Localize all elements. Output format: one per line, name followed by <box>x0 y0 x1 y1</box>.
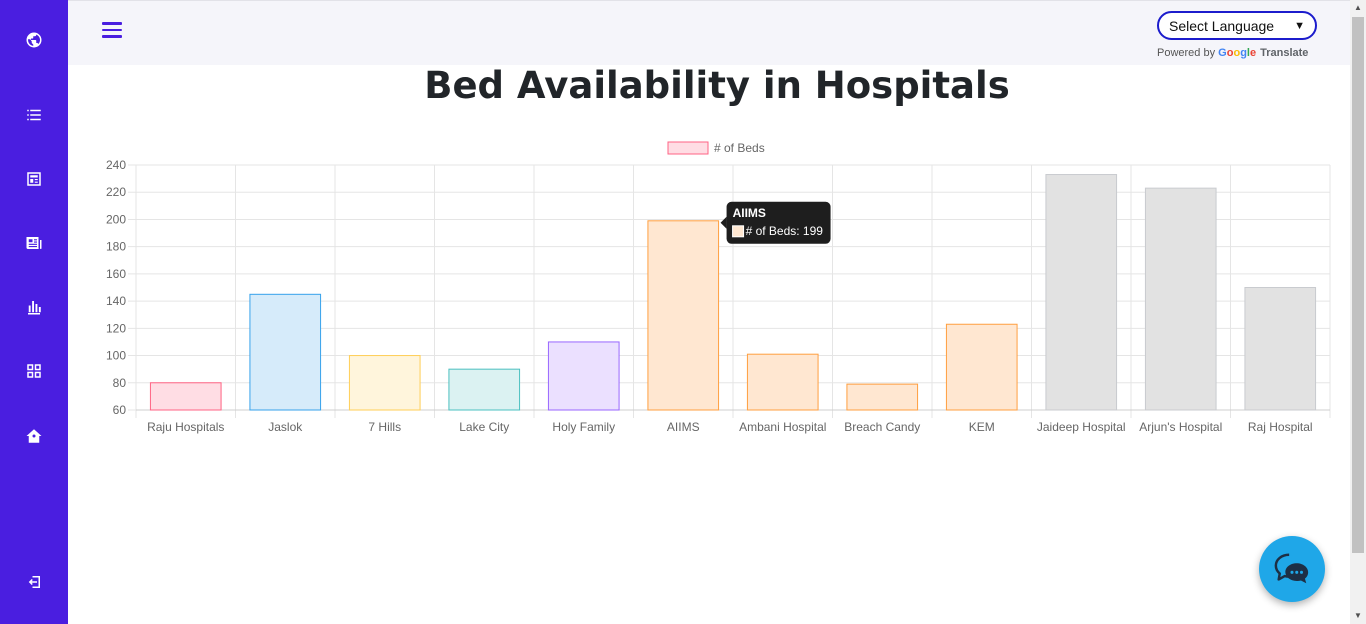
x-tick-label: Jaideep Hospital <box>1037 420 1126 434</box>
bar-kem <box>945 323 1018 411</box>
scroll-down-icon[interactable]: ▼ <box>1354 611 1362 620</box>
bar-lake-city <box>448 368 521 411</box>
x-tick-label: Raj Hospital <box>1248 420 1313 434</box>
bar-ambani-hospital <box>746 353 819 411</box>
google-translate-attribution: Powered by Google Translate <box>1157 47 1308 59</box>
x-tick-label: Ambani Hospital <box>739 420 826 434</box>
bed-availability-chart: # of Beds 60 80 100 120 140 160 180 200 220 240 Raj… <box>106 141 1331 434</box>
bar-raju-hospitals <box>149 382 222 411</box>
y-tick-label: 200 <box>106 212 126 226</box>
tooltip-title: AIIMS <box>733 206 766 220</box>
bar-raj-hospital <box>1244 287 1317 411</box>
tooltip-caret <box>720 216 727 229</box>
x-tick-label: Holy Family <box>552 420 615 434</box>
home-icon[interactable] <box>22 424 46 448</box>
x-tick-label: Jaslok <box>268 420 303 434</box>
page-title: Bed Availability in Hospitals <box>424 64 1010 107</box>
bar-aiims <box>647 220 720 411</box>
x-tick-label: Raju Hospitals <box>147 420 224 434</box>
bar-arjun-s-hospital <box>1144 187 1217 411</box>
bar-breach-candy <box>846 383 919 411</box>
scrollbar-thumb[interactable] <box>1352 17 1364 553</box>
y-tick-label: 240 <box>106 158 126 172</box>
list-icon[interactable] <box>22 103 46 127</box>
page-scrollbar[interactable]: ▲ ▼ <box>1350 0 1366 624</box>
menu-toggle-icon[interactable] <box>102 22 122 40</box>
tooltip-swatch <box>732 225 745 238</box>
chat-icon <box>1274 553 1309 584</box>
x-tick-label: AIIMS <box>667 420 700 434</box>
news-icon[interactable] <box>22 231 46 255</box>
bar-holy-family <box>547 341 620 411</box>
chevron-down-icon: ▼ <box>1294 19 1305 32</box>
x-tick-label: 7 Hills <box>368 420 401 434</box>
x-tick-label: KEM <box>969 420 995 434</box>
x-tick-label: Lake City <box>459 420 509 434</box>
sidebar <box>0 0 68 624</box>
newspaper-icon[interactable] <box>22 167 46 191</box>
bar-7-hills <box>348 355 421 411</box>
scroll-up-icon[interactable]: ▲ <box>1354 3 1362 12</box>
top-bar: Select Language ▼ Powered by Google Trans… <box>68 0 1350 65</box>
y-tick-label: 100 <box>106 349 126 363</box>
translate-link[interactable]: Translate <box>1260 47 1309 59</box>
x-tick-label: Breach Candy <box>844 420 920 434</box>
tooltip-label: # of Beds: 199 <box>746 224 824 238</box>
grid-icon[interactable] <box>22 359 46 383</box>
y-tick-label: 120 <box>106 321 126 335</box>
logout-icon[interactable] <box>22 570 46 594</box>
tooltip-box <box>726 201 831 244</box>
language-select[interactable]: Select Language ▼ <box>1157 11 1317 40</box>
y-tick-label: 220 <box>106 185 126 199</box>
google-logo[interactable]: Google <box>1218 47 1257 59</box>
bar-jaslok <box>249 293 322 411</box>
y-tick-label: 180 <box>106 240 126 254</box>
y-tick-label: 80 <box>113 376 127 390</box>
bar-chart-icon[interactable] <box>22 295 46 319</box>
bar-jaideep-hospital <box>1045 174 1118 411</box>
y-tick-label: 60 <box>113 403 127 417</box>
y-tick-label: 160 <box>106 267 126 281</box>
chat-button[interactable] <box>1259 536 1325 602</box>
legend-label: # of Beds <box>714 141 765 155</box>
legend-swatch <box>667 141 709 155</box>
globe-icon[interactable] <box>22 28 46 52</box>
powered-by-text: Powered by <box>1157 47 1216 59</box>
x-tick-label: Arjun's Hospital <box>1139 420 1222 434</box>
language-select-value: Select Language <box>1169 17 1275 34</box>
y-tick-label: 140 <box>106 294 126 308</box>
